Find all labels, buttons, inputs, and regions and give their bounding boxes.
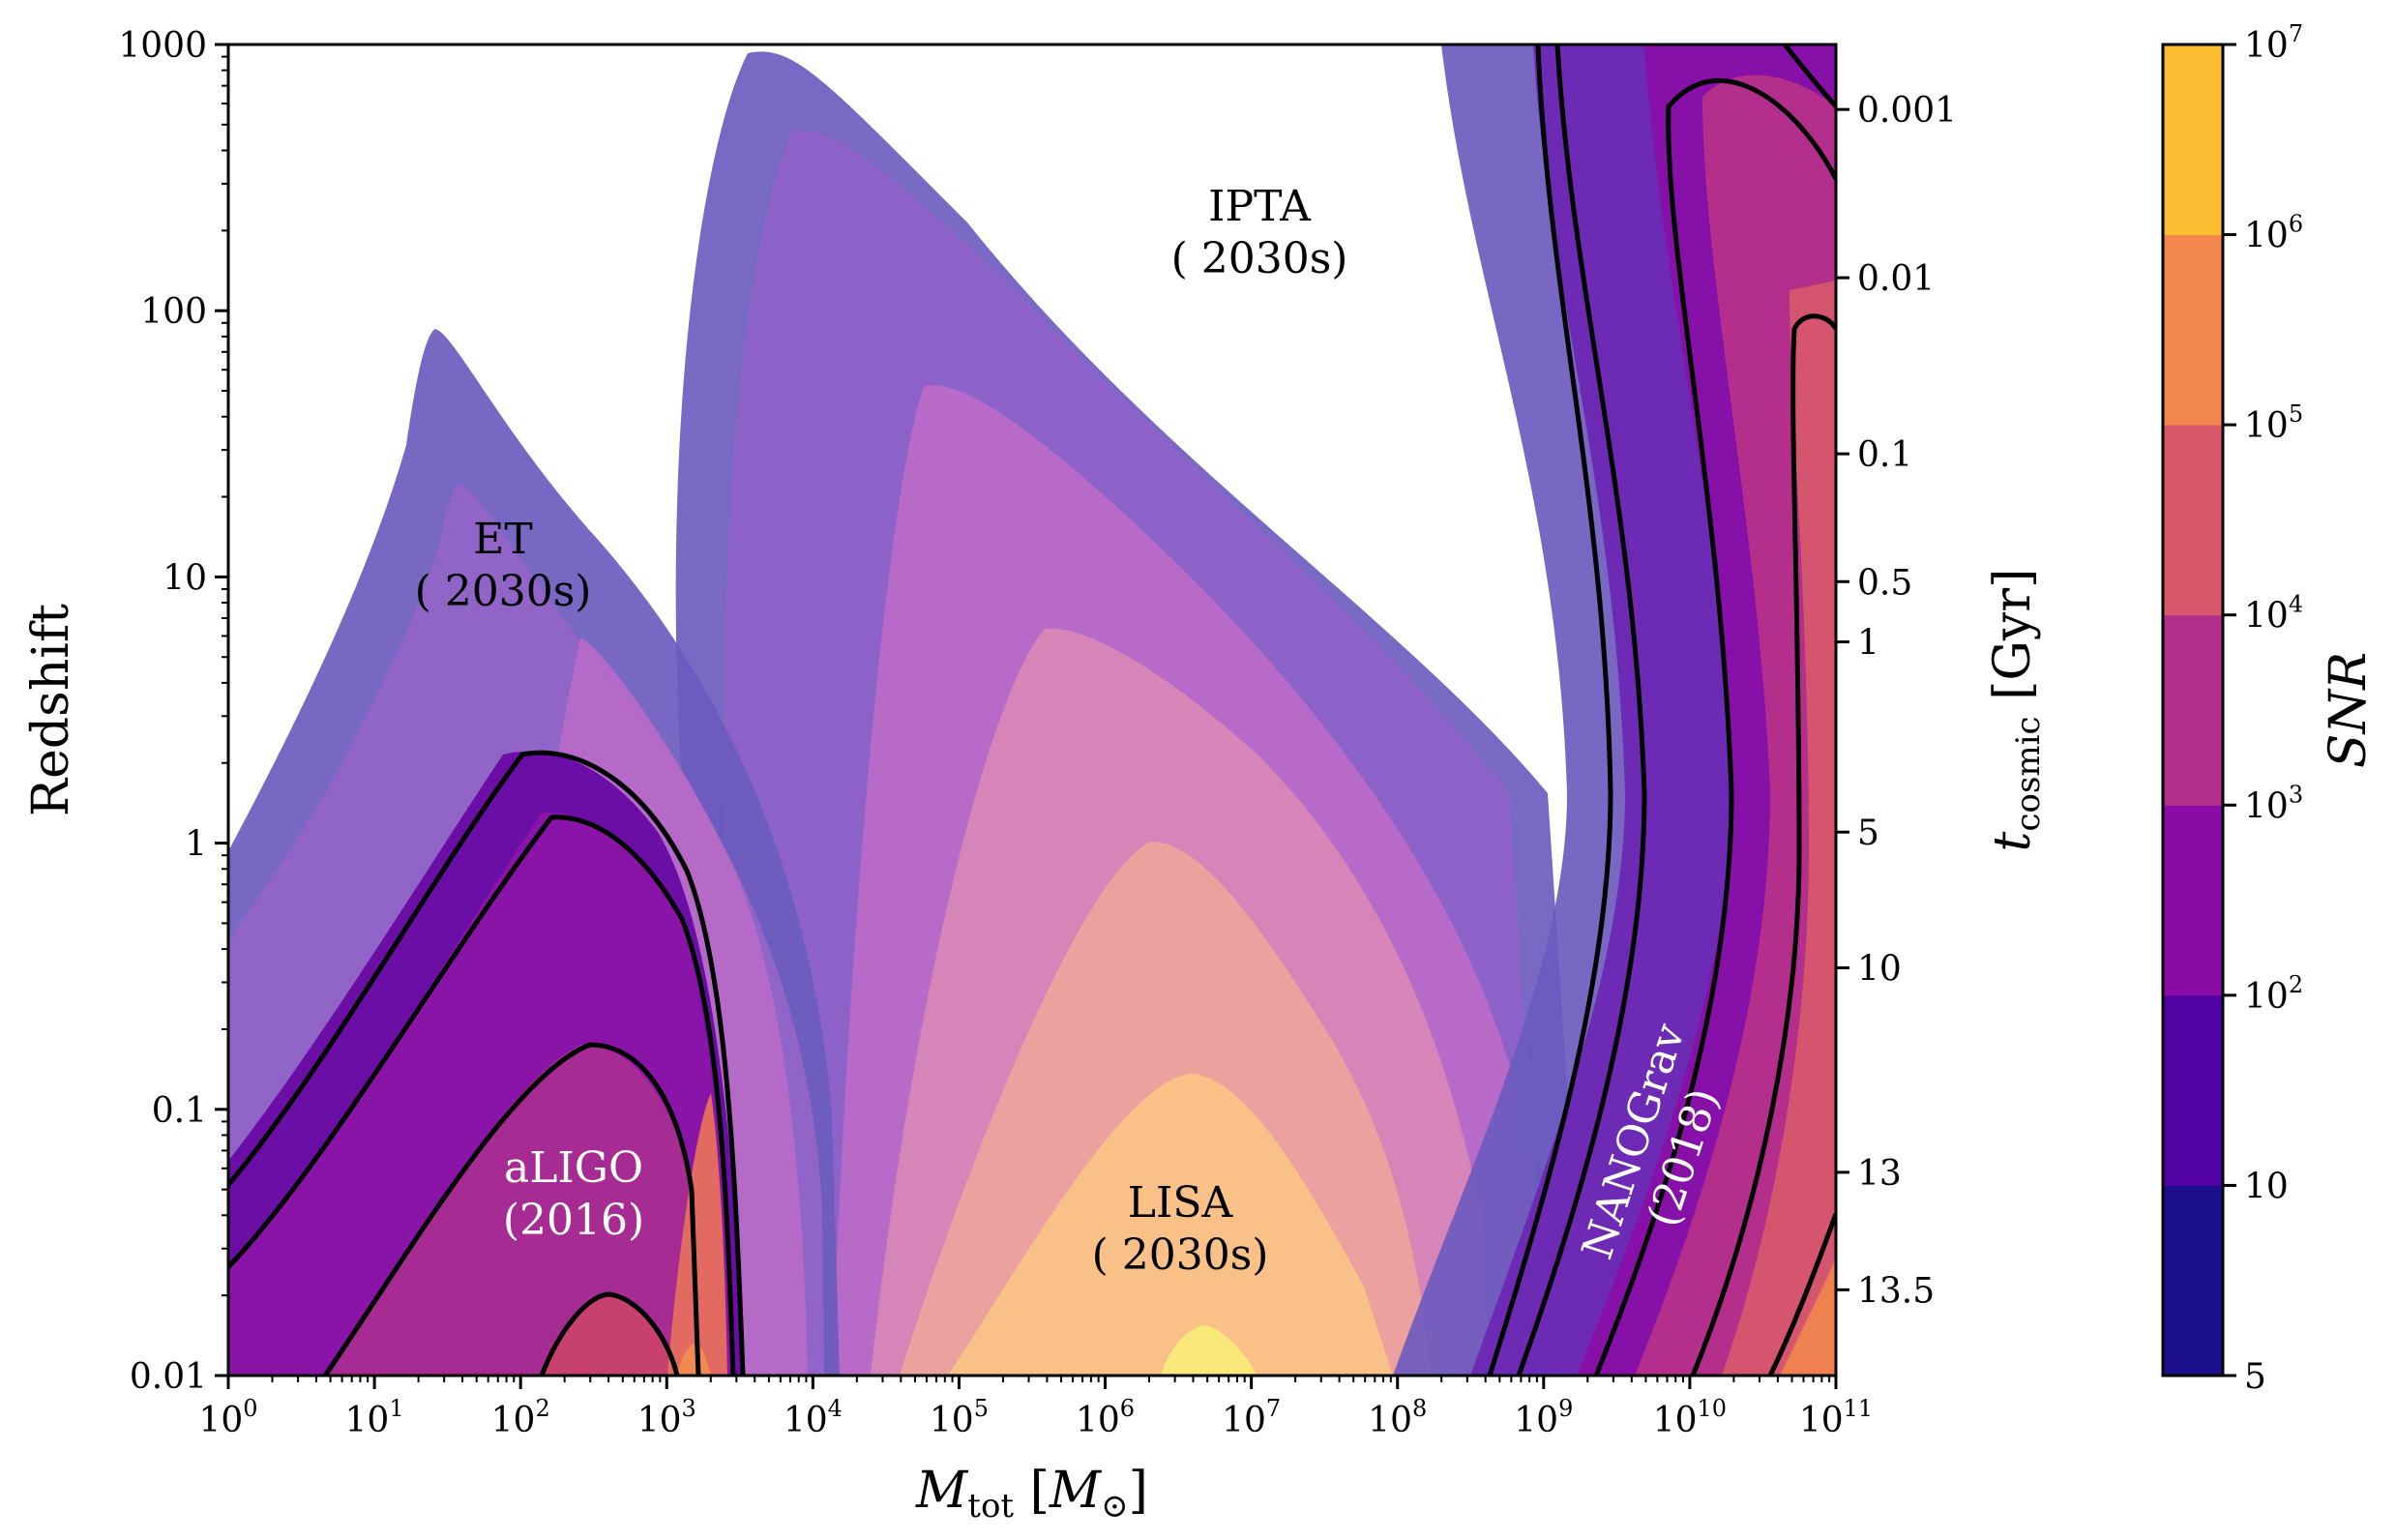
x-tick-label: 109 — [1514, 1395, 1573, 1440]
x-axis-title: Mtot [M⊙] — [915, 1462, 1148, 1525]
y-axis: 1000 100 10 1 0.1 0.01 — [118, 26, 228, 1397]
aligo-label: aLIGO — [504, 1143, 643, 1193]
y2-tick-label: 5 — [1857, 814, 1879, 853]
colorbar-segment — [2163, 805, 2223, 996]
nanograv-region-5 — [1780, 1258, 1836, 1376]
threshold-contours — [228, 44, 1836, 1376]
nanograv-region-3 — [1635, 74, 1836, 1376]
nanograv-contour-6 — [1783, 44, 1836, 108]
colorbar-segment — [2163, 1185, 2223, 1377]
colorbar-tick-label: 107 — [2244, 20, 2303, 66]
aligo-contour-2 — [228, 814, 736, 1376]
colorbar: 5 10 102 103 104 105 106 107 — [2161, 20, 2303, 1397]
x-tick-label: 107 — [1222, 1395, 1281, 1440]
colorbar-segment — [2163, 44, 2223, 236]
ipta-era-label: ( 2030s) — [1171, 234, 1348, 283]
colorbar-frame — [2161, 43, 2225, 1377]
y2-tick-label: 13 — [1857, 1154, 1902, 1194]
colorbar-tick-label: 5 — [2244, 1357, 2266, 1397]
lisa-region-5 — [1161, 1325, 1257, 1376]
y2-tick-label: 1 — [1857, 624, 1879, 664]
y2-tick-label: 0.5 — [1857, 563, 1912, 603]
y2-tick-label: 0.01 — [1857, 259, 1935, 299]
y-tick-label: 10 — [163, 558, 207, 598]
x-tick-label: 108 — [1368, 1395, 1427, 1440]
colorbar-tick-label: 103 — [2244, 781, 2303, 826]
nanograv-contour-1 — [1487, 44, 1613, 1376]
colorbar-segment — [2163, 614, 2223, 806]
y-axis-title: Redshift — [22, 604, 80, 816]
nanograv-contour-4 — [1690, 313, 1836, 1376]
y2-tick-label: 0.001 — [1857, 91, 1957, 131]
x-tick-label: 102 — [491, 1395, 550, 1440]
colorbar-segment — [2163, 234, 2223, 426]
plot-frame — [226, 43, 1838, 1377]
lisa-label: LISA — [1128, 1178, 1234, 1228]
aligo-region-4 — [667, 1093, 727, 1376]
aligo-region-5 — [677, 1343, 711, 1376]
nanograv-contour-5 — [1767, 1213, 1836, 1376]
aligo-contour-1 — [228, 750, 746, 1376]
lisa-region-4 — [948, 1074, 1393, 1376]
x-tick-label: 105 — [930, 1395, 989, 1440]
x-tick-label: 103 — [637, 1395, 696, 1440]
ipta-label: IPTA — [1208, 182, 1312, 231]
x-tick-label: 104 — [784, 1395, 843, 1440]
y-tick-label: 1000 — [118, 26, 207, 66]
contour-regions — [228, 44, 1836, 1376]
colorbar-tick-label: 105 — [2244, 400, 2303, 446]
nanograv-contour-3 — [1593, 77, 1836, 1376]
x-tick-label: 106 — [1076, 1395, 1135, 1440]
lisa-era-label: ( 2030s) — [1092, 1230, 1269, 1280]
nanograv-contour-2 — [1516, 44, 1647, 1376]
y2-tick-label: 0.1 — [1857, 435, 1912, 475]
y-tick-label: 1 — [185, 825, 207, 865]
nanograv-region-4 — [1722, 281, 1836, 1376]
secondary-y-axis-title: tcosmic [Gyr] — [1984, 569, 2048, 852]
y-tick-label: 100 — [140, 292, 207, 332]
y2-tick-label: 13.5 — [1857, 1271, 1935, 1311]
secondary-y-axis: 0.001 0.01 0.1 0.5 1 5 10 13 13.5 — [1836, 91, 1957, 1311]
y2-tick-label: 10 — [1857, 950, 1902, 990]
et-era-label: ( 2030s) — [415, 567, 592, 616]
aligo-contour-4 — [539, 1291, 680, 1376]
x-axis: 100 101 102 103 104 105 106 107 108 109 1010 1011 — [198, 1376, 1873, 1440]
aligo-contour-3 — [322, 1042, 701, 1376]
aligo-era-label: (2016) — [503, 1196, 644, 1245]
colorbar-title: SNR — [2320, 652, 2378, 768]
colorbar-segment — [2163, 425, 2223, 616]
colorbar-tick-label: 102 — [2244, 971, 2303, 1017]
et-label: ET — [473, 515, 532, 564]
y-tick-label: 0.01 — [130, 1357, 207, 1397]
x-tick-label: 101 — [345, 1395, 404, 1440]
x-tick-label: 100 — [198, 1395, 257, 1440]
x-tick-label: 1011 — [1799, 1395, 1873, 1440]
colorbar-tick-label: 106 — [2244, 211, 2303, 256]
colorbar-tick-label: 10 — [2244, 1167, 2289, 1206]
colorbar-segment — [2163, 994, 2223, 1186]
x-tick-label: 1010 — [1653, 1395, 1727, 1440]
y-tick-label: 0.1 — [152, 1091, 207, 1131]
colorbar-tick-label: 104 — [2244, 591, 2303, 637]
